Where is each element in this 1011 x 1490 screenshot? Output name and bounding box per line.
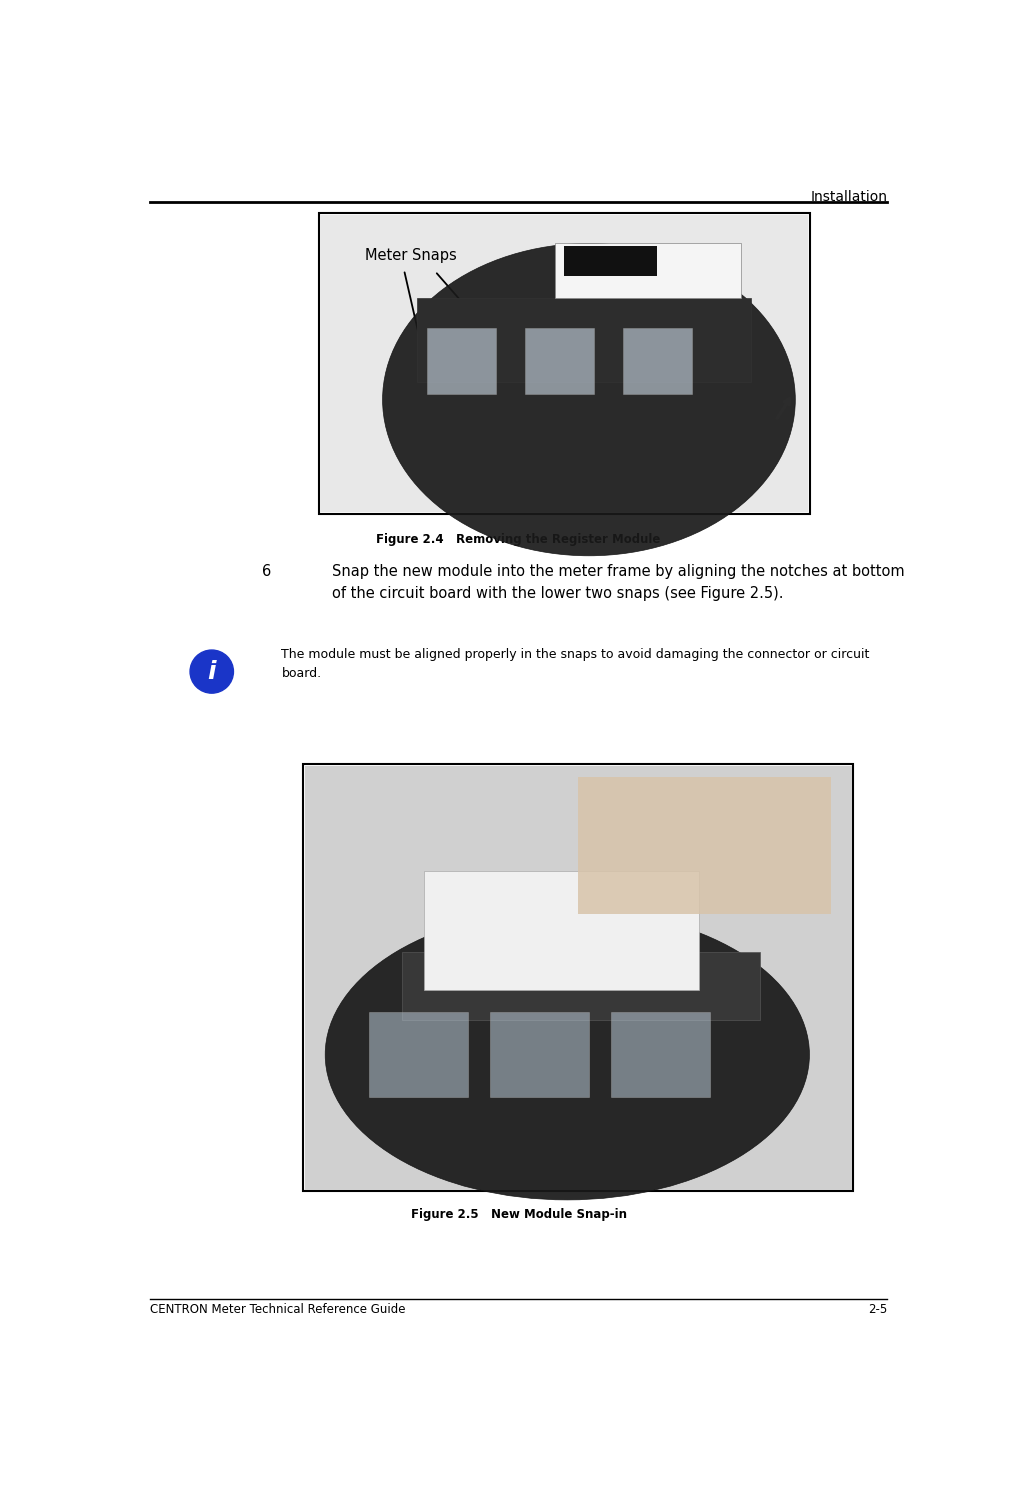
Bar [401,952,759,1021]
Bar [525,328,593,393]
Text: Meter Snaps: Meter Snaps [365,249,457,264]
Bar [369,1012,468,1097]
Circle shape [190,650,234,693]
Bar [424,870,699,991]
Text: i: i [207,660,216,684]
Bar [554,243,740,298]
Text: 6: 6 [262,563,271,578]
Text: Snap the new module into the meter frame by aligning the notches at bottom
of th: Snap the new module into the meter frame… [332,563,904,600]
Bar [318,213,809,514]
Text: CENTRON Meter Technical Reference Guide: CENTRON Meter Technical Reference Guide [150,1302,405,1316]
Bar [611,1012,710,1097]
Text: Figure 2.5   New Module Snap-in: Figure 2.5 New Module Snap-in [410,1208,626,1222]
Bar [417,298,750,381]
Bar [304,766,851,1191]
Bar [427,328,495,393]
Text: 2-5: 2-5 [867,1302,887,1316]
Bar [577,776,831,913]
Ellipse shape [325,909,809,1199]
Bar [319,215,808,513]
Bar [489,1012,588,1097]
Bar [563,246,656,276]
Text: The module must be aligned properly in the snaps to avoid damaging the connector: The module must be aligned properly in t… [281,648,869,681]
Text: Installation: Installation [810,191,887,204]
Ellipse shape [382,243,795,556]
Bar [303,764,852,1192]
Bar [623,328,692,393]
Text: Figure 2.4   Removing the Register Module: Figure 2.4 Removing the Register Module [376,533,660,545]
